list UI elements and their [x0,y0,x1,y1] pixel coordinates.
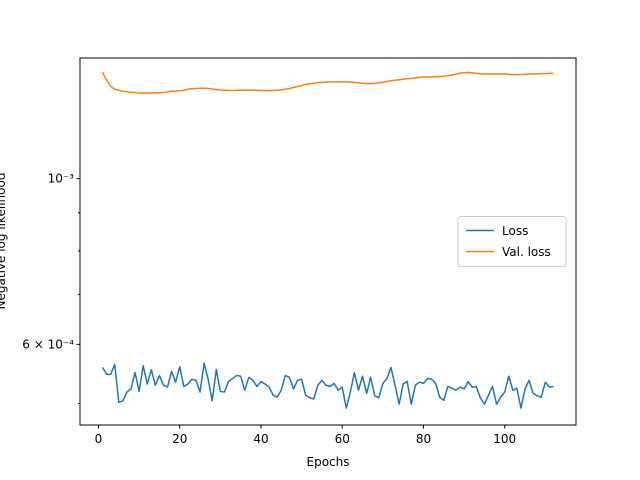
series-line [101,71,554,94]
x-tick-label: 40 [253,432,268,446]
legend-label: Val. loss [502,245,551,259]
x-tick-label: 20 [172,432,187,446]
x-tick-label: 0 [95,432,103,446]
x-tick-label: 60 [335,432,350,446]
y-tick-label: 6 × 10⁻⁴ [22,337,74,351]
x-axis-label: Epochs [307,455,350,469]
axes-frame [79,57,577,426]
legend: Loss Val. loss [457,216,567,267]
x-tick-label: 80 [416,432,431,446]
plot-area [101,71,554,409]
legend-label: Loss [502,224,528,238]
series-line [101,362,554,409]
legend-box [457,216,567,267]
x-tick-label: 100 [493,432,516,446]
y-axis-label: Negative log likelihood [0,173,8,310]
y-tick-label: 10⁻³ [48,172,75,186]
